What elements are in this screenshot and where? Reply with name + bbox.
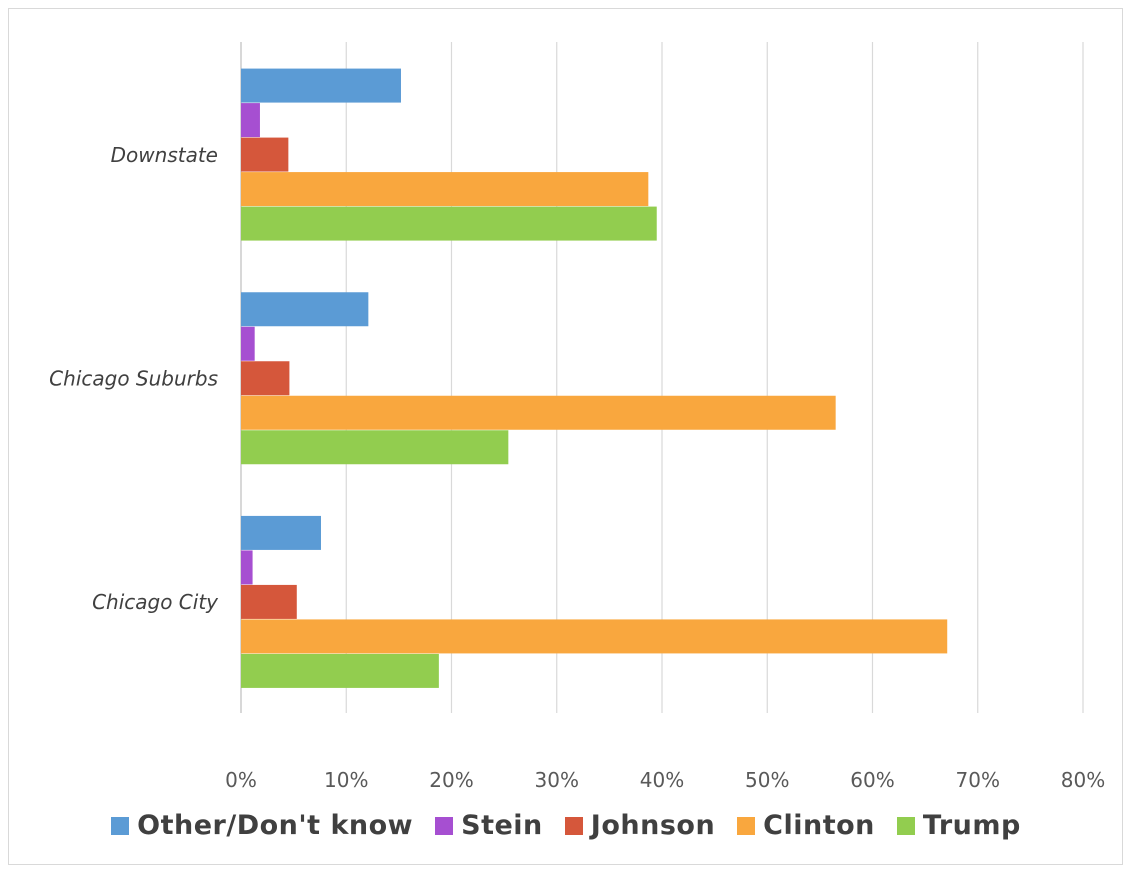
- legend-item: Stein: [435, 810, 543, 841]
- x-tick-label: 40%: [640, 768, 684, 792]
- x-tick-label: 80%: [1061, 768, 1105, 792]
- x-tick-label: 60%: [850, 768, 894, 792]
- legend-label: Other/Don't know: [137, 810, 414, 841]
- x-tick-label: 30%: [535, 768, 579, 792]
- bar-clinton-downstate: [241, 172, 649, 207]
- legend-swatch: [111, 816, 130, 835]
- legend-label: Trump: [922, 810, 1021, 841]
- bar-clinton-chicago-suburbs: [241, 395, 836, 430]
- legend-label: Stein: [461, 810, 543, 841]
- bar-stein-chicago-suburbs: [241, 326, 255, 361]
- legend-item: Johnson: [564, 810, 716, 841]
- gridlines: [240, 42, 1084, 713]
- bar-other-don-t-know-chicago-suburbs: [241, 292, 369, 327]
- bar-trump-chicago-city: [241, 653, 439, 688]
- chart-plot: Downstate Chicago Suburbs Chicago City 0% 1…: [49, 42, 1105, 792]
- bar-johnson-downstate: [241, 137, 289, 172]
- tick-labels: 0% 10% 20% 30% 40% 50% 60% 70% 80%: [225, 768, 1105, 792]
- bar-stein-chicago-city: [241, 550, 253, 585]
- legend-item: Clinton: [737, 810, 875, 841]
- legend-swatch: [896, 816, 915, 835]
- chart-frame: [8, 8, 1123, 865]
- x-tick-label: 50%: [745, 768, 789, 792]
- bar-trump-downstate: [241, 206, 657, 241]
- category-label: Downstate: [111, 143, 218, 167]
- bar-johnson-chicago-suburbs: [241, 361, 290, 396]
- legend: Other/Don't know Stein Johnson Clinton Trump: [0, 810, 1132, 841]
- bar-other-don-t-know-chicago-city: [241, 515, 321, 550]
- bar-trump-chicago-suburbs: [241, 430, 509, 465]
- bar-johnson-chicago-city: [241, 584, 297, 619]
- legend-item: Trump: [896, 810, 1021, 841]
- legend-swatch: [564, 816, 583, 835]
- legend-item: Other/Don't know: [111, 810, 413, 841]
- x-tick-label: 20%: [429, 768, 473, 792]
- category-labels: Downstate Chicago Suburbs Chicago City: [49, 143, 219, 614]
- legend-label: Johnson: [590, 810, 716, 841]
- bars: [241, 68, 948, 688]
- bar-clinton-chicago-city: [241, 619, 948, 654]
- x-tick-label: 0%: [225, 768, 257, 792]
- x-tick-label: 70%: [956, 768, 1000, 792]
- legend-label: Clinton: [763, 810, 875, 841]
- legend-swatch: [435, 816, 454, 835]
- category-label: Chicago City: [92, 590, 219, 614]
- bar-stein-downstate: [241, 103, 260, 138]
- x-tick-label: 10%: [324, 768, 368, 792]
- category-label: Chicago Suburbs: [49, 367, 218, 391]
- bar-other-don-t-know-downstate: [241, 68, 401, 103]
- legend-swatch: [737, 816, 756, 835]
